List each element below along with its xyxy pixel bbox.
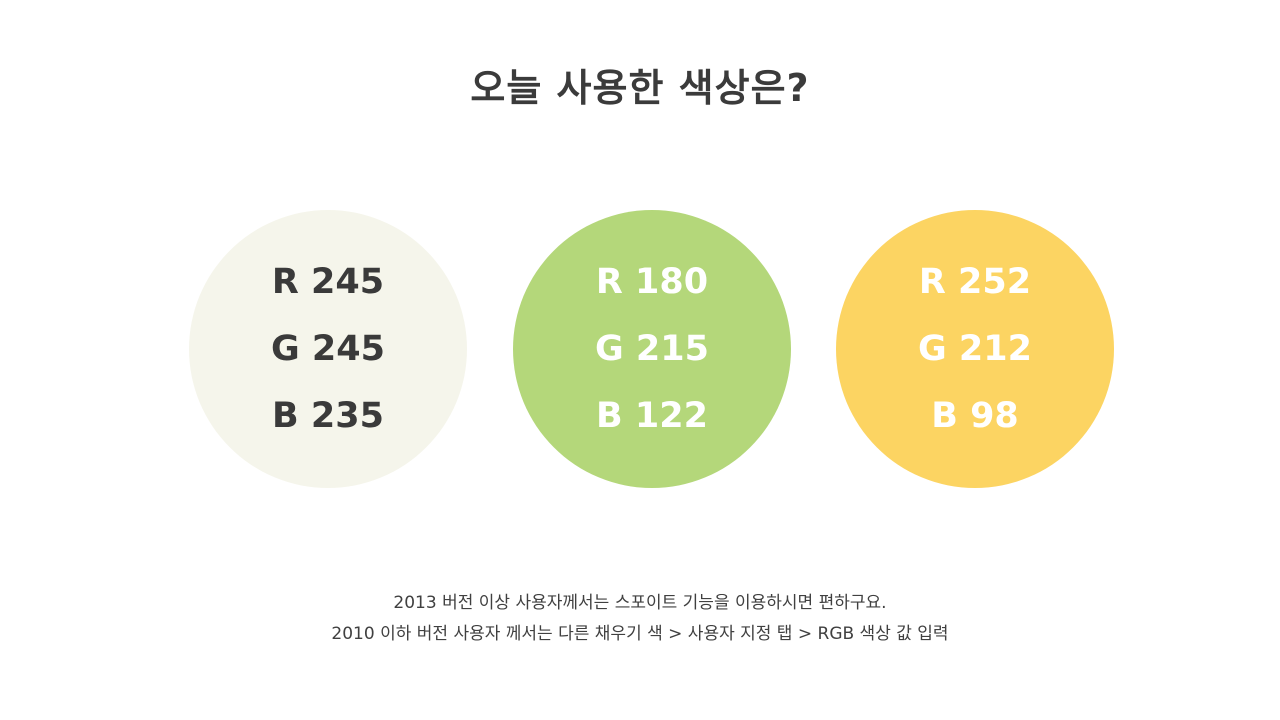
green-value: G 245 [271, 328, 385, 369]
blue-value: B 98 [931, 395, 1019, 436]
red-value: R 252 [918, 261, 1032, 302]
color-swatch-cream: R 245 G 245 B 235 [189, 210, 467, 488]
color-swatch-yellow: R 252 G 212 B 98 [836, 210, 1114, 488]
red-value: R 245 [271, 261, 385, 302]
note-line-1: 2013 버전 이상 사용자께서는 스포이트 기능을 이용하시면 편하구요. [393, 593, 887, 613]
blue-value: B 122 [596, 395, 708, 436]
note-line-2: 2010 이하 버전 사용자 께서는 다른 채우기 색 > 사용자 지정 탭 >… [331, 624, 949, 644]
green-value: G 212 [918, 328, 1032, 369]
page-title: 오늘 사용한 색상은? [470, 66, 810, 110]
blue-value: B 235 [272, 395, 384, 436]
green-value: G 215 [595, 328, 709, 369]
red-value: R 180 [595, 261, 709, 302]
instruction-notes: 2013 버전 이상 사용자께서는 스포이트 기능을 이용하시면 편하구요. 2… [0, 588, 1280, 650]
color-swatch-green: R 180 G 215 B 122 [513, 210, 791, 488]
